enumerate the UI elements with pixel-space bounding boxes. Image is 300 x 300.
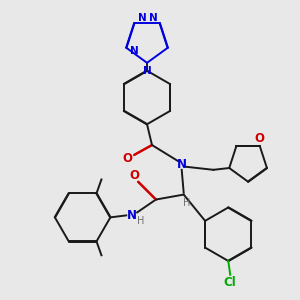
Text: O: O — [255, 132, 265, 146]
Text: Cl: Cl — [224, 276, 237, 289]
Text: O: O — [129, 169, 139, 182]
Text: N: N — [130, 46, 139, 56]
Text: N: N — [177, 158, 187, 171]
Text: H: H — [137, 216, 145, 226]
Text: N: N — [127, 209, 137, 222]
Text: O: O — [122, 152, 132, 165]
Text: N: N — [148, 14, 157, 23]
Text: H: H — [183, 197, 190, 208]
Text: N: N — [138, 14, 146, 23]
Text: N: N — [143, 66, 152, 76]
